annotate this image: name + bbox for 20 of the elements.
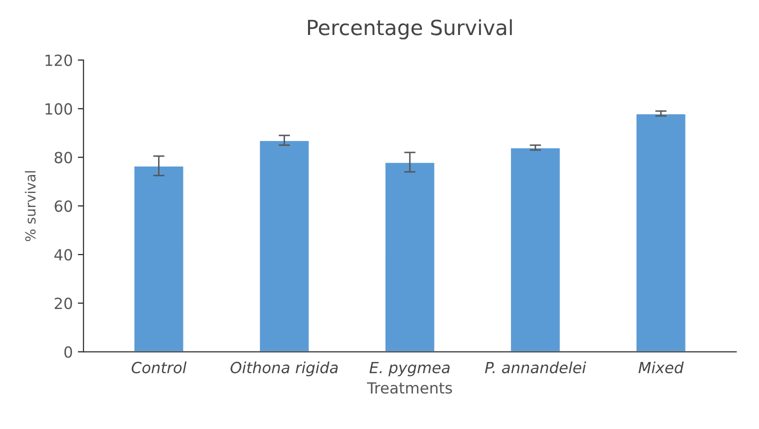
- x-tick-label: Control: [132, 362, 187, 374]
- bar: [384, 161, 436, 352]
- x-tick-label: Oithona rigida: [230, 362, 338, 376]
- bar: [133, 165, 185, 352]
- bar: [635, 112, 687, 352]
- y-tick-label: 120: [46, 54, 72, 66]
- x-tick-label: P. annandelei: [485, 362, 586, 374]
- y-axis-title: % survival: [24, 171, 36, 242]
- bar: [258, 140, 310, 352]
- y-tick-label: 80: [54, 152, 72, 164]
- chart-title: Percentage Survival: [308, 19, 512, 40]
- x-tick-label: E. pygmea: [370, 362, 450, 376]
- x-axis-title: Treatments: [366, 382, 452, 394]
- x-tick-label: Mixed: [638, 362, 684, 374]
- y-tick-label: 40: [54, 249, 72, 261]
- y-tick-label: 100: [46, 103, 72, 115]
- bar: [510, 146, 562, 352]
- y-tick-label: 60: [54, 200, 72, 212]
- y-tick-label: 20: [54, 298, 72, 310]
- y-tick-label: 0: [64, 346, 72, 358]
